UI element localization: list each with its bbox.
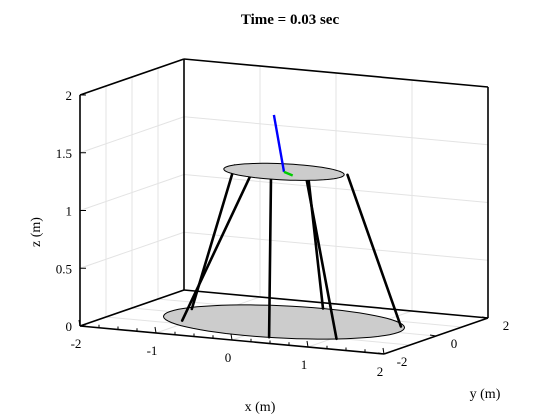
y-tick-label: -2 [397,354,408,369]
legs-layer [180,164,403,341]
leg-5 [346,173,403,328]
platform-layer [162,304,406,340]
axes-box-edge [79,289,185,327]
leg-6 [305,165,325,310]
z-axis [272,114,286,173]
axes-box-edge [183,58,489,88]
z-tick-label: 2 [66,88,73,103]
x-tick-label: 0 [225,350,232,365]
grid-line [79,116,185,154]
x-tick-label: -1 [147,343,158,358]
y-tick-mark [429,334,437,337]
x-tick-mark [154,326,157,334]
axes-box-edge [183,289,489,319]
z-tick-label: 0.5 [56,261,72,276]
leg-3 [267,175,273,339]
z-tick-label: 1 [66,204,73,219]
z-tick-label: 0 [66,319,73,334]
x-tick-label: 2 [377,364,384,379]
z-axis-label: z (m) [29,217,44,247]
x-tick-label: 1 [301,357,308,372]
x-tick-mark [230,333,233,341]
y-axis-label: y (m) [470,387,501,402]
y-tick-label: 0 [451,336,458,351]
grid-line [183,174,489,203]
y-tick-label: 2 [503,318,510,333]
x-tick-label: -2 [71,336,82,351]
y-axis [283,170,294,177]
chart-title: Time = 0.03 sec [241,12,340,28]
x-tick-mark [78,319,81,327]
grid-line [79,231,185,269]
leg-2 [180,173,252,322]
y-tick-mark [377,352,385,355]
body-axes-layer [223,114,345,181]
ticks-layer: -2 -1 0 1 2 -2 0 2 0 0.5 1 1.5 2 [56,88,510,379]
x-tick-mark [306,340,309,348]
grid-line [79,174,185,211]
x-tick-mark [382,347,385,355]
grid-line [183,231,489,261]
axes-box-edge [79,58,185,96]
y-tick-mark [481,316,489,319]
grid-line [183,116,489,146]
x-axis-label: x (m) [245,400,276,415]
base-platform [162,304,406,340]
z-tick-label: 1.5 [56,146,72,161]
